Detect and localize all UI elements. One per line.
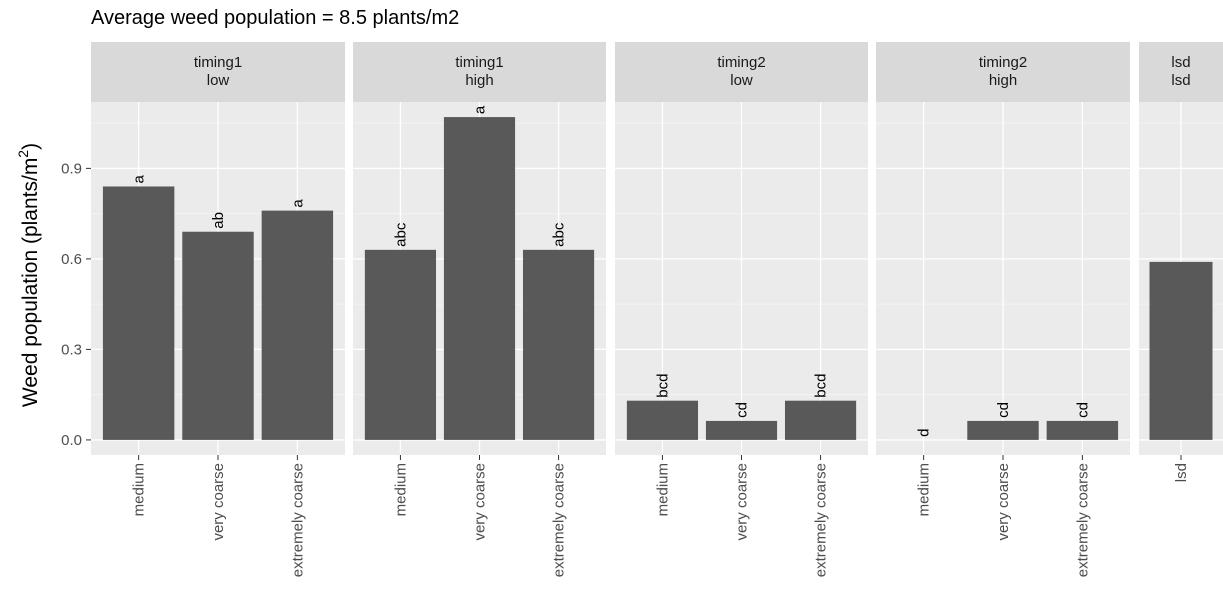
bar-significance-label: cd xyxy=(995,402,1012,418)
facet-strip-label: timing2 xyxy=(717,54,765,71)
bar xyxy=(364,249,437,440)
y-tick-label: 0.0 xyxy=(61,432,82,449)
y-axis-label-superscript: 2 xyxy=(15,150,31,158)
bar-significance-label: abc xyxy=(551,222,568,247)
x-tick-label: very coarse xyxy=(210,463,227,541)
bar-significance-label: cd xyxy=(734,402,751,418)
bar xyxy=(182,231,254,440)
bar xyxy=(102,186,175,440)
x-tick-label: extremely coarse xyxy=(289,463,306,577)
facet-strip xyxy=(1139,42,1223,102)
x-tick-label: extremely coarse xyxy=(813,463,830,577)
facet-strip xyxy=(353,42,606,102)
bar-significance-label: ab xyxy=(210,212,227,229)
x-tick-label: extremely coarse xyxy=(1074,463,1091,577)
y-axis-label: Weed population (plants/m2) xyxy=(15,143,42,407)
y-tick-label: 0.6 xyxy=(61,251,82,268)
x-tick-label: very coarse xyxy=(995,463,1012,541)
facet-strip-label: high xyxy=(989,72,1017,89)
bar-significance-label: d xyxy=(916,429,933,437)
facet-strip-label: lsd xyxy=(1171,54,1190,71)
facet-strip-label: timing1 xyxy=(194,54,242,71)
y-tick-label: 0.9 xyxy=(61,160,82,177)
bar xyxy=(1046,420,1119,440)
chart-title: Average weed population = 8.5 plants/m2 xyxy=(91,7,459,29)
y-axis: 0.0 0.3 0.6 0.9 xyxy=(61,160,91,449)
bar xyxy=(443,117,516,440)
facet-strip-label: high xyxy=(465,72,493,89)
bar-significance-label: cd xyxy=(1074,402,1091,418)
x-tick-label: very coarse xyxy=(734,463,751,541)
bar xyxy=(522,249,595,440)
x-tick-label: medium xyxy=(654,463,671,516)
facet-strip xyxy=(91,42,345,102)
bar-significance-label: bcd xyxy=(654,374,671,398)
bar xyxy=(1149,261,1213,440)
y-tick-label: 0.3 xyxy=(61,341,82,358)
bar xyxy=(626,400,699,440)
facet-strip-label: timing2 xyxy=(979,54,1027,71)
facet-strip-label: low xyxy=(207,72,230,89)
x-tick-label: medium xyxy=(392,463,409,516)
facet-strip-label: low xyxy=(730,72,753,89)
bar-significance-label: bcd xyxy=(813,374,830,398)
x-tick-label: very coarse xyxy=(472,463,489,541)
facet-strip-label: timing1 xyxy=(455,54,503,71)
facet-strip-label: lsd xyxy=(1171,72,1190,89)
facet-strip xyxy=(615,42,868,102)
facet-strip xyxy=(876,42,1130,102)
bar xyxy=(784,400,857,440)
bar-significance-label: a xyxy=(472,105,489,114)
x-tick-label: lsd xyxy=(1173,463,1190,482)
x-tick-label: medium xyxy=(131,463,148,516)
x-tick-label: extremely coarse xyxy=(551,463,568,577)
x-tick-label: medium xyxy=(916,463,933,516)
bar-significance-label: abc xyxy=(392,222,409,247)
bar-significance-label: a xyxy=(289,199,306,208)
y-axis-label-main: Weed population (plants/m xyxy=(19,158,42,407)
bar xyxy=(967,420,1039,440)
y-axis-label-close: ) xyxy=(19,143,42,150)
bar xyxy=(705,420,778,440)
bar xyxy=(261,210,334,440)
bar-significance-label: a xyxy=(131,174,148,183)
